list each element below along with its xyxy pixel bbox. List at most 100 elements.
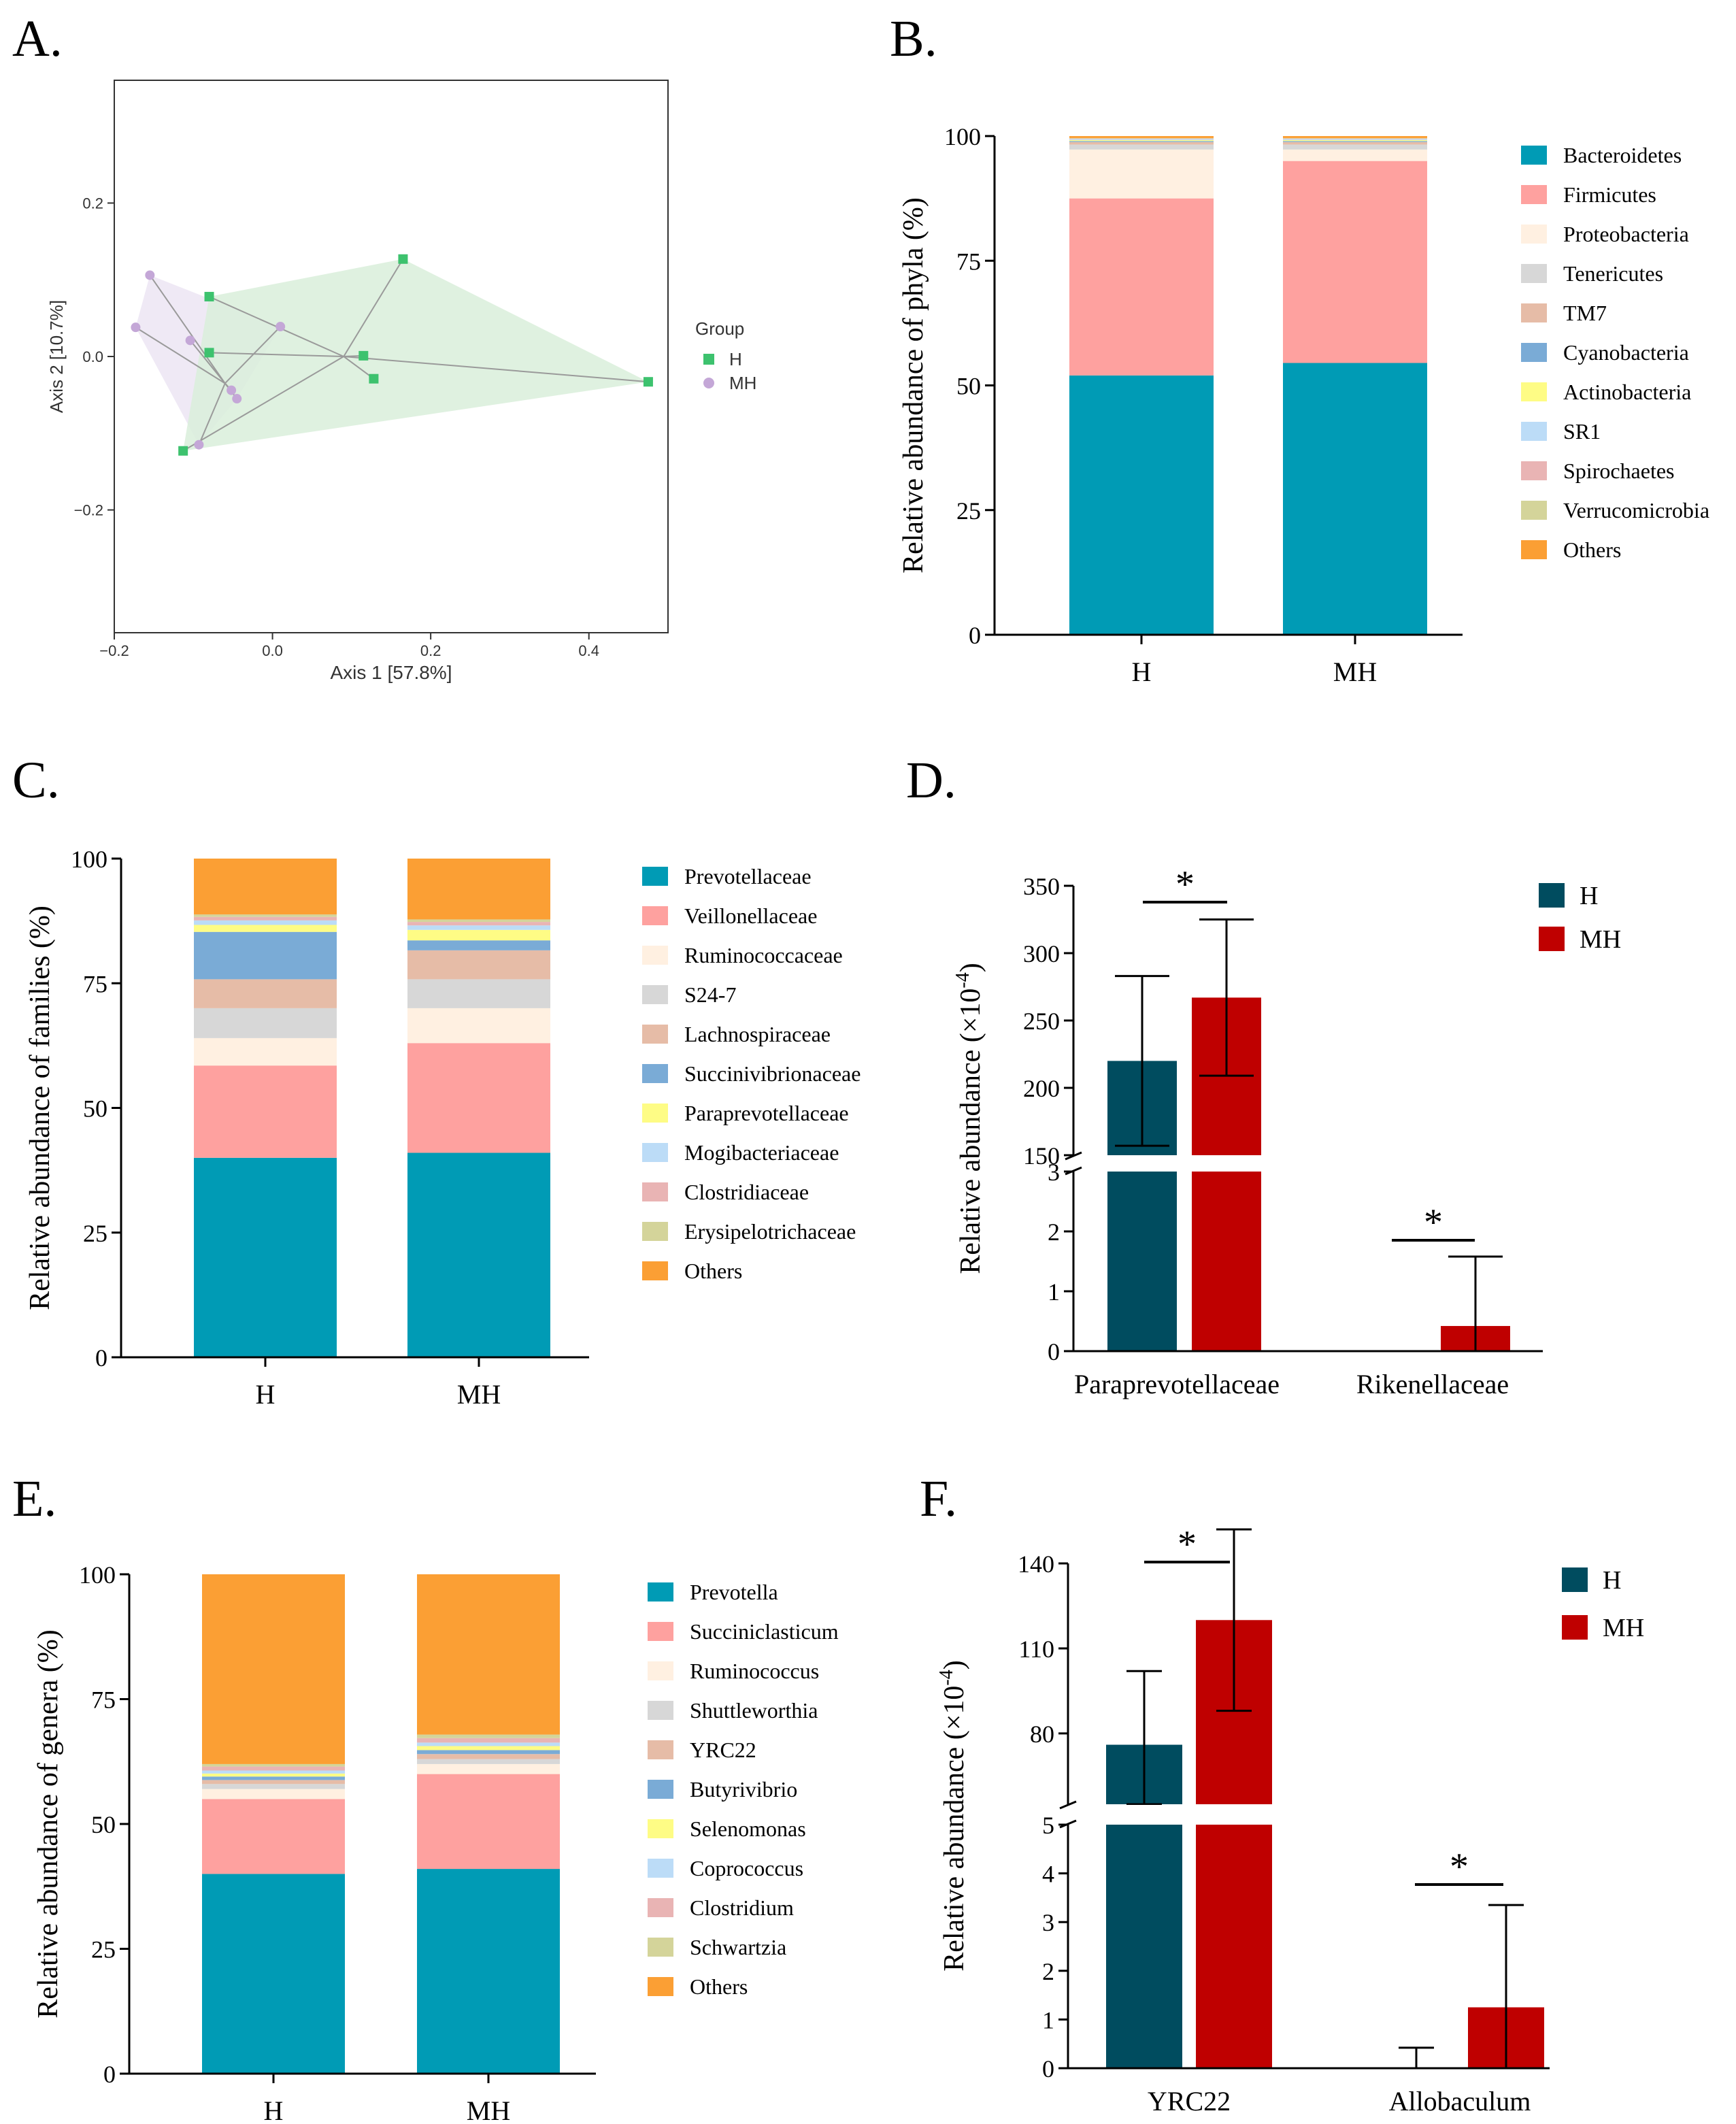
y-tick-label: 50 — [83, 1095, 107, 1123]
stacked-bar-chart-1: H MH 0 25 50 75 100 Relative abundance of phyla… — [898, 123, 1709, 687]
panel-label-d: D. — [906, 752, 956, 809]
bar-segment-actinobacteria — [1283, 139, 1427, 142]
y-axis-label: Relative abundance (×10-4) — [952, 963, 986, 1274]
bar-segment-succinivibrionaceae — [407, 940, 550, 950]
bar-segment-tenericutes — [1283, 144, 1427, 150]
x-tick-label: H — [256, 1379, 276, 1410]
significance-star: * — [1175, 863, 1195, 906]
bar-segment-succinivibrionaceae — [194, 931, 337, 980]
legend-label-coprococcus: Coprococcus — [690, 1856, 803, 1880]
bar-segment-tenericutes — [1069, 144, 1214, 150]
legend-label-butyrivibrio: Butyrivibrio — [690, 1777, 797, 1802]
x-tick-label: MH — [1333, 657, 1377, 687]
bar-segment-firmicutes — [1069, 198, 1214, 376]
point-h — [204, 348, 214, 358]
legend-label-h: H — [729, 349, 742, 369]
y-tick-label: 0.0 — [82, 348, 103, 365]
bar-segment-schwartzia — [417, 1734, 560, 1738]
legend-label-paraprevotellaceae: Paraprevotellaceae — [684, 1101, 849, 1125]
bar-segment-others — [417, 1574, 560, 1735]
legend-label-bacteroidetes: Bacteroidetes — [1563, 143, 1682, 167]
legend-label-selenomonas: Selenomonas — [690, 1816, 806, 1841]
legend-label-actinobacteria: Actinobacteria — [1563, 380, 1691, 404]
y-tick-label: 110 — [1018, 1636, 1054, 1663]
broken-axis-bar-chart-3: * Paraprevotellaceae * Rikenellaceae 150 200 2… — [952, 863, 1621, 1399]
bar-lower-h — [1106, 1825, 1182, 2068]
bar-segment-veillonellaceae — [194, 1065, 337, 1158]
legend-marker-h — [703, 354, 714, 365]
legend-swatch-clostridiaceae — [642, 1182, 668, 1201]
legend-label-clostridium: Clostridium — [690, 1895, 794, 1920]
point-mh — [185, 335, 195, 346]
panel-label-c: C. — [12, 752, 60, 809]
significance-star: * — [1424, 1201, 1443, 1244]
legend-label-tm7: TM7 — [1563, 301, 1607, 325]
legend-swatch-erysipelotrichaceae — [642, 1222, 668, 1241]
x-tick-label: −0.2 — [99, 642, 129, 659]
legend-swatch-proteobacteria — [1521, 225, 1547, 244]
y-axis-label: Relative abundance of phyla (%) — [898, 197, 929, 574]
legend-label-h: H — [1580, 882, 1598, 910]
legend-swatch-succiniclasticum — [648, 1622, 673, 1641]
legend-label-yrc22: YRC22 — [690, 1738, 756, 1762]
bar-segment-bacteroidetes — [1069, 375, 1214, 635]
legend-swatch-tm7 — [1521, 303, 1547, 322]
bar-segment-paraprevotellaceae — [194, 925, 337, 932]
axis-break-gap — [1054, 1805, 1563, 1824]
x-tick-label: H — [264, 2095, 284, 2124]
legend-swatch-bacteroidetes — [1521, 146, 1547, 165]
bar-segment-erysipelotrichaceae — [407, 919, 550, 923]
bar-segment-mogibacteriaceae — [194, 920, 337, 925]
y-tick-label: 0.2 — [82, 195, 103, 212]
bar-segment-paraprevotellaceae — [407, 929, 550, 941]
axis-break-mark — [1059, 1800, 1077, 1810]
bar-segment-prevotellaceae — [407, 1152, 550, 1357]
legend-label-others: Others — [1563, 537, 1621, 562]
bar-lower-h — [1107, 1172, 1177, 1351]
legend-swatch-firmicutes — [1521, 185, 1547, 204]
legend-swatch-others — [648, 1977, 673, 1996]
legend-swatch-spirochaetes — [1521, 461, 1547, 480]
spider-line-h — [343, 356, 375, 380]
bar-segment-clostridiaceae — [407, 922, 550, 926]
bar-segment-coprococcus — [417, 1742, 560, 1746]
legend-swatch-mogibacteriaceae — [642, 1143, 668, 1162]
point-mh — [194, 439, 204, 450]
stacked-bar-chart-4: H MH 0 25 50 75 100 Relative abundance of gener… — [33, 1561, 839, 2124]
legend-label-tenericutes: Tenericutes — [1563, 261, 1663, 286]
bar-segment-clostridium — [202, 1766, 345, 1771]
point-h — [643, 377, 653, 387]
legend-label-ruminococcaceae: Ruminococcaceae — [684, 943, 843, 967]
legend-swatch-tenericutes — [1521, 264, 1547, 283]
spider-line-mh — [189, 339, 226, 384]
y-tick-label: 150 — [1023, 1142, 1060, 1169]
y-axis-label-sup: -4 — [936, 1670, 957, 1685]
legend-label-prevotellaceae: Prevotellaceae — [684, 864, 812, 889]
legend-label-schwartzia: Schwartzia — [690, 1935, 786, 1959]
legend-label-clostridiaceae: Clostridiaceae — [684, 1180, 809, 1204]
y-tick-label: 250 — [1023, 1008, 1060, 1035]
y-tick-label: 2 — [1042, 1958, 1054, 1985]
legend-label-veillonellaceae: Veillonellaceae — [684, 903, 817, 928]
x-tick-label: MH — [467, 2095, 510, 2124]
bar-segment-cyanobacteria — [1283, 141, 1427, 142]
stacked-bar-chart-2: H MH 0 25 50 75 100 Relative abundance of famil… — [24, 846, 861, 1410]
bar-segment-lachnospiraceae — [407, 950, 550, 980]
legend-swatch-h — [1562, 1567, 1588, 1592]
y-tick-label: 0 — [1042, 2055, 1054, 2082]
bar-segment-others — [194, 859, 337, 915]
y-axis-label-main: Relative abundance (×10 — [939, 1686, 970, 1972]
bar-segment-ruminococcaceae — [407, 1008, 550, 1044]
panel-label-a: A. — [12, 10, 63, 67]
legend-marker-mh — [703, 378, 714, 388]
y-tick-label: 350 — [1023, 873, 1060, 900]
x-tick-label: Rikenellaceae — [1356, 1369, 1509, 1399]
bar-segment-clostridiaceae — [194, 916, 337, 920]
y-tick-label: 100 — [79, 1561, 116, 1589]
point-h — [398, 254, 408, 264]
legend-label-cyanobacteria: Cyanobacteria — [1563, 340, 1689, 365]
legend-label-firmicutes: Firmicutes — [1563, 182, 1656, 207]
y-tick-label: 1 — [1042, 2006, 1054, 2034]
spider-line-mh — [198, 383, 226, 446]
point-mh — [131, 322, 141, 333]
